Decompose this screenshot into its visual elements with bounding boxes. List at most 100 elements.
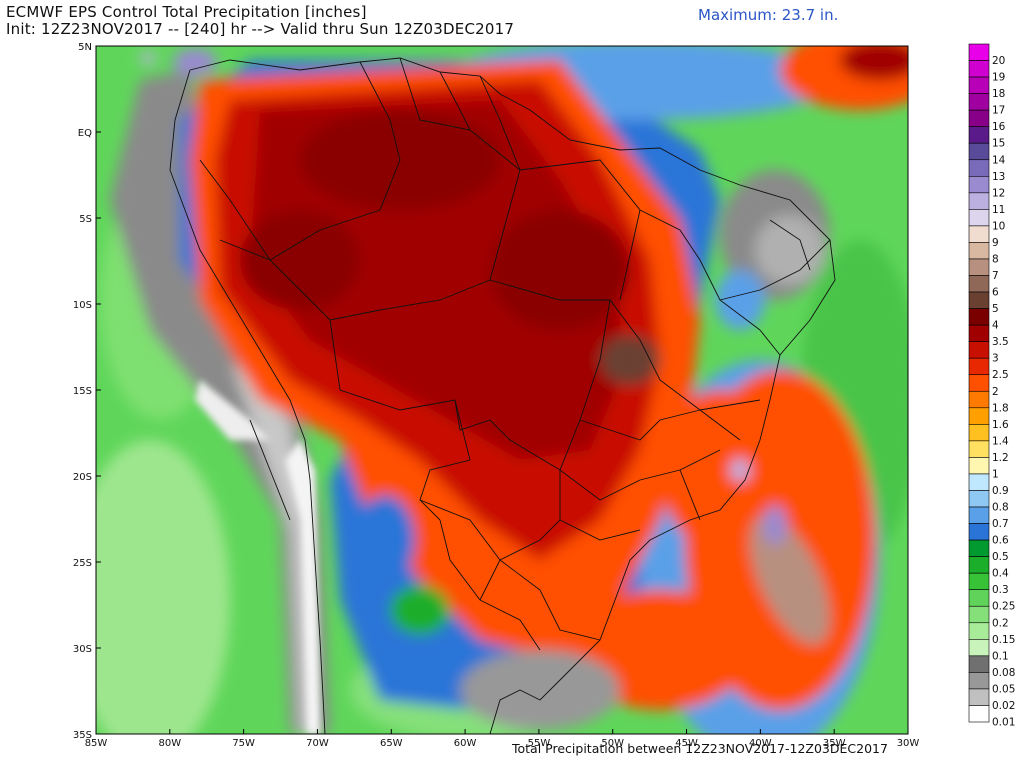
lat-tick-label: EQ <box>78 128 92 139</box>
colorbar-swatch <box>968 688 990 706</box>
colorbar-label: 20 <box>992 55 1005 67</box>
colorbar-label: 1.2 <box>992 452 1009 464</box>
colorbar-swatch <box>968 390 990 409</box>
lon-tick-label: 65W <box>380 738 403 749</box>
map-subtitle: Init: 12Z23NOV2017 -- [240] hr --> Valid… <box>6 20 515 38</box>
colorbar-swatch <box>968 672 990 690</box>
colorbar-label: 0.4 <box>992 568 1009 580</box>
colorbar-swatch <box>968 192 990 210</box>
colorbar-swatch <box>968 175 990 194</box>
colorbar-swatch <box>968 539 990 557</box>
colorbar-label: 3 <box>992 353 999 365</box>
colorbar-label: 18 <box>992 88 1005 100</box>
lon-tick-label: 60W <box>454 738 477 749</box>
colorbar-swatch <box>968 407 990 425</box>
colorbar-label: 13 <box>992 171 1005 183</box>
colorbar-label: 11 <box>992 204 1005 216</box>
colorbar-swatch <box>968 324 990 342</box>
colorbar-swatch <box>968 639 990 657</box>
colorbar-swatch <box>968 60 990 78</box>
colorbar-swatch <box>968 440 990 458</box>
lon-tick-label: 80W <box>159 738 182 749</box>
lat-tick-label: 5N <box>78 42 92 53</box>
colorbar-swatch <box>968 225 990 243</box>
colorbar-swatch <box>968 258 990 276</box>
map-title: ECMWF EPS Control Total Precipitation [i… <box>6 3 367 21</box>
colorbar-label: 0.6 <box>992 535 1009 547</box>
colorbar-swatch <box>968 506 990 524</box>
longitude-axis: 85W 80W 75W 70W 65W 60W 55W 50W 45W 40W 35W 30W <box>85 729 920 749</box>
colorbar-swatch <box>968 357 990 376</box>
colorbar-swatch <box>968 43 990 61</box>
lon-tick-label: 55W <box>528 738 551 749</box>
colorbar-swatch <box>968 76 990 94</box>
colorbar-label: 0.08 <box>992 667 1015 679</box>
colorbar-label: 14 <box>992 154 1006 166</box>
colorbar-swatch <box>968 93 990 111</box>
colorbar-label: 16 <box>992 121 1006 133</box>
colorbar-swatch <box>968 705 990 723</box>
lat-tick-label: 15S <box>73 386 92 397</box>
colorbar-swatch <box>968 142 990 161</box>
colorbar-swatch <box>968 523 990 541</box>
colorbar-swatch <box>968 126 990 144</box>
precip-field <box>96 46 908 734</box>
colorbar-label: 9 <box>992 237 999 249</box>
colorbar-label: 0.01 <box>992 717 1015 729</box>
colorbar-swatch <box>968 275 990 293</box>
colorbar-swatch <box>968 605 990 624</box>
colorbar-label: 15 <box>992 138 1005 150</box>
colorbar-swatch <box>968 159 990 177</box>
colorbar-label: 0.7 <box>992 518 1009 530</box>
colorbar-label: 0.2 <box>992 617 1009 629</box>
lon-tick-label: 50W <box>601 738 624 749</box>
colorbar-swatch <box>968 490 990 508</box>
colorbar-label: 2 <box>992 386 999 398</box>
colorbar-swatch <box>968 209 990 227</box>
colorbar-legend: 20 19 18 17 16 15 14 13 12 11 10 9 8 7 6 5 4 3.5 3 2.5 2 1.8 1… <box>968 43 1015 729</box>
colorbar-label: 0.02 <box>992 700 1015 712</box>
colorbar-label: 8 <box>992 253 999 265</box>
colorbar-swatch <box>968 424 990 442</box>
lat-tick-label: 35S <box>73 730 92 741</box>
lon-tick-label: 35W <box>823 738 846 749</box>
latitude-axis: 5N EQ 5S 10S 15S 20S 25S 30S 35S <box>73 42 101 741</box>
colorbar-swatch <box>968 242 990 260</box>
colorbar-label: 0.5 <box>992 551 1009 563</box>
colorbar-swatch <box>968 572 990 591</box>
lon-tick-label: 70W <box>306 738 329 749</box>
colorbar-label: 1.6 <box>992 419 1009 431</box>
lon-tick-label: 40W <box>749 738 772 749</box>
lat-tick-label: 10S <box>73 300 92 311</box>
colorbar-label: 0.8 <box>992 502 1009 514</box>
lon-tick-label: 85W <box>85 738 108 749</box>
lat-tick-label: 20S <box>73 472 92 483</box>
colorbar-swatch <box>968 457 990 475</box>
maximum-label: Maximum: 23.7 in. <box>698 6 839 24</box>
map-footer-caption: Total Precipitation between 12Z23NOV2017… <box>512 741 888 756</box>
lat-tick-label: 30S <box>73 644 92 655</box>
colorbar-swatch <box>968 655 990 673</box>
colorbar-label: 10 <box>992 220 1005 232</box>
colorbar-swatch <box>968 556 990 574</box>
colorbar-label: 6 <box>992 287 999 299</box>
colorbar-swatch <box>968 291 990 309</box>
colorbar-label: 0.3 <box>992 584 1009 596</box>
colorbar-label: 0.25 <box>992 601 1015 613</box>
lon-tick-label: 30W <box>897 738 920 749</box>
colorbar-label: 3.5 <box>992 336 1009 348</box>
colorbar-label: 12 <box>992 187 1005 199</box>
colorbar-label: 2.5 <box>992 369 1009 381</box>
colorbar-label: 1.8 <box>992 402 1009 414</box>
colorbar-label: 17 <box>992 105 1005 117</box>
colorbar-label: 0.15 <box>992 634 1015 646</box>
colorbar-label: 7 <box>992 270 999 282</box>
colorbar-swatch <box>968 473 990 491</box>
colorbar-label: 0.9 <box>992 485 1009 497</box>
political-boundaries <box>169 57 836 734</box>
colorbar-label: 0.05 <box>992 683 1015 695</box>
colorbar-label: 4 <box>992 320 999 332</box>
colorbar-swatch <box>968 308 990 326</box>
lat-tick-label: 25S <box>73 558 92 569</box>
